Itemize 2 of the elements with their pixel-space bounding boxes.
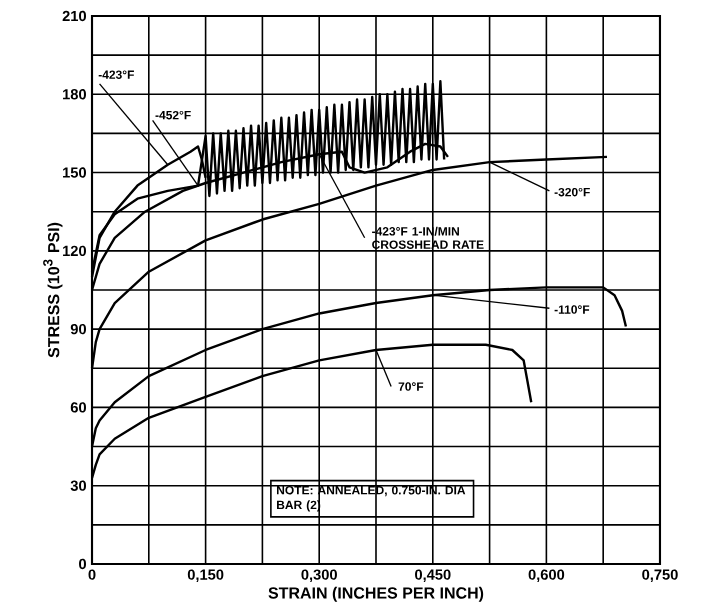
y-axis-title: STRESS (10$^{3}$ PSI) <box>43 222 63 358</box>
x-axis-title: STRAIN (INCHES PER INCH) <box>268 586 484 602</box>
